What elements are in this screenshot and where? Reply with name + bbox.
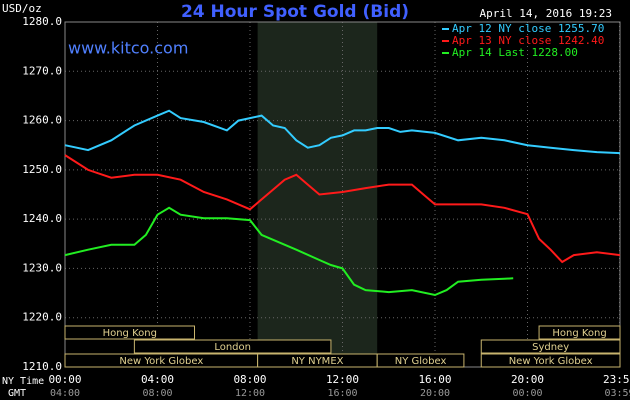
session-label: NY Globex <box>395 356 447 367</box>
session-label: Hong Kong <box>552 328 606 339</box>
session-box <box>480 339 621 354</box>
session-label: London <box>214 342 251 353</box>
x2-tick-label: 08:00 <box>142 388 172 399</box>
session-label: Hong Kong <box>103 328 157 339</box>
y-tick-label: 1280.0 <box>22 15 62 28</box>
series-line <box>64 206 514 297</box>
session-box <box>480 353 621 368</box>
x2-tick-label: 03:59 <box>604 388 630 399</box>
y-axis-label: USD/oz <box>2 2 42 15</box>
y-tick-label: 1270.0 <box>22 64 62 77</box>
session-label: Sydney <box>532 342 569 353</box>
x2-tick-label: 00:00 <box>512 388 542 399</box>
x2-tick-label: 04:00 <box>50 388 80 399</box>
x-tick-label: 00:00 <box>48 373 81 386</box>
series-line <box>64 154 621 264</box>
session-box <box>538 325 621 340</box>
y-tick-label: 1250.0 <box>22 163 62 176</box>
x-tick-label: 16:00 <box>418 373 451 386</box>
session-box <box>133 339 332 354</box>
x-tick-label: 08:00 <box>233 373 266 386</box>
x-tick-label: 04:00 <box>141 373 174 386</box>
session-label: New York Globex <box>509 356 593 367</box>
session-label: New York Globex <box>119 356 203 367</box>
watermark: www.kitco.com <box>68 39 188 58</box>
x-tick-label: 12:00 <box>326 373 359 386</box>
legend-label: Apr 14 Last 1228.00 <box>452 46 578 59</box>
y-tick-label: 1260.0 <box>22 114 62 127</box>
legend-label: Apr 12 NY close 1255.70 <box>452 22 604 35</box>
legend-label: Apr 13 NY close 1242.40 <box>452 34 604 47</box>
session-box <box>64 325 195 340</box>
chart-title: 24 Hour Spot Gold (Bid) <box>181 2 409 22</box>
x-tick-label: 20:00 <box>511 373 544 386</box>
x2-tick-label: 12:00 <box>235 388 265 399</box>
session-shade <box>257 22 378 367</box>
session-label: NY NYMEX <box>291 356 343 367</box>
x-tick-label: 23:59 <box>603 373 630 386</box>
x-axis-label: NY Time <box>2 376 44 387</box>
y-tick-label: 1210.0 <box>22 360 62 373</box>
y-tick-label: 1220.0 <box>22 311 62 324</box>
y-tick-label: 1240.0 <box>22 212 62 225</box>
session-box <box>376 353 465 368</box>
x2-tick-label: 20:00 <box>420 388 450 399</box>
x2-axis-label: GMT <box>8 388 26 399</box>
y-tick-label: 1230.0 <box>22 261 62 274</box>
series-line <box>64 109 621 155</box>
timestamp: April 14, 2016 19:23 <box>480 7 612 20</box>
x2-tick-label: 16:00 <box>327 388 357 399</box>
